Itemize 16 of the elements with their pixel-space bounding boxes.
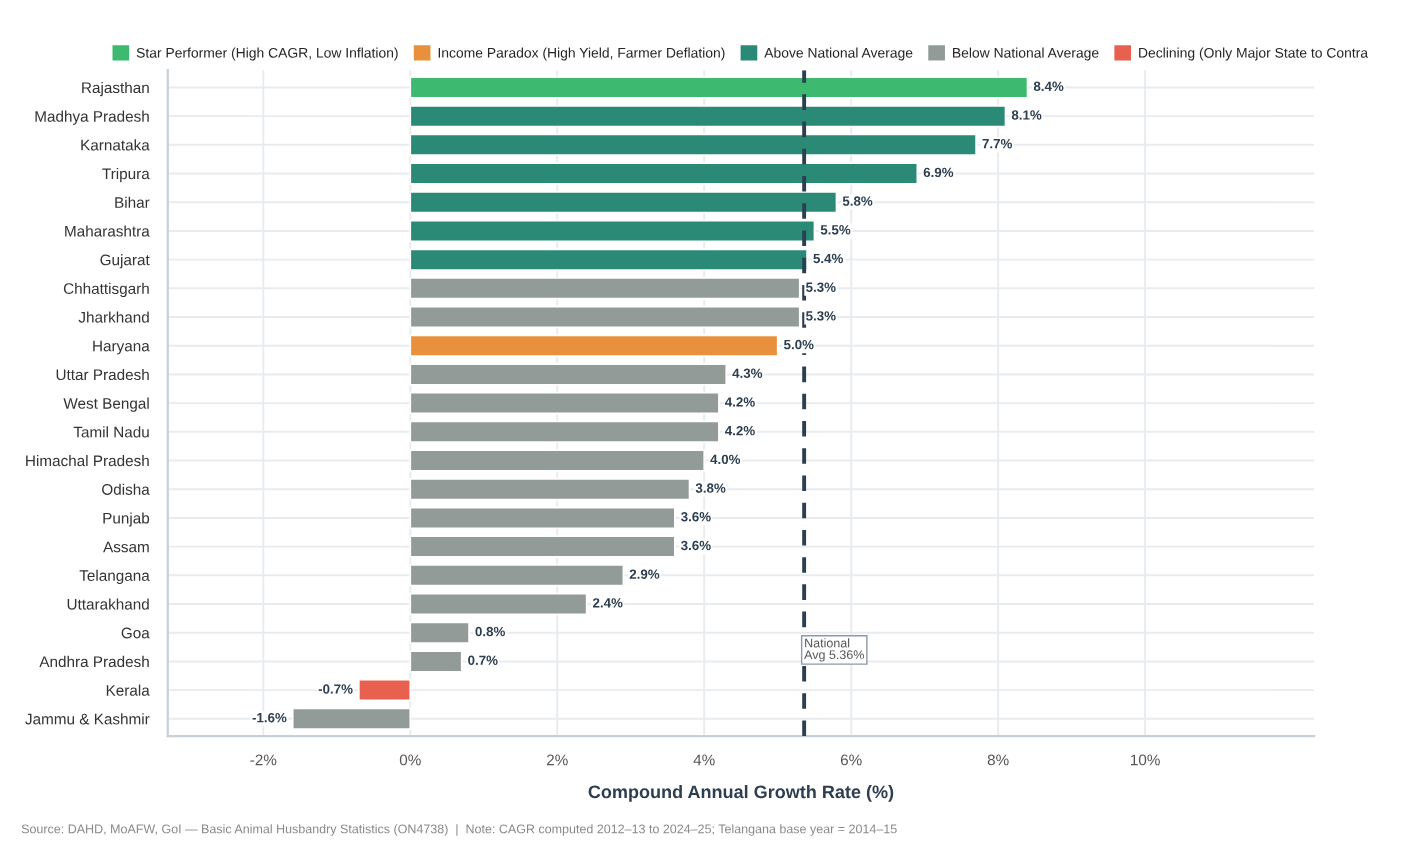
bar [409,564,625,587]
bar [409,621,470,644]
x-axis-title: Compound Annual Growth Rate (%) [588,784,894,802]
bar [409,449,706,472]
bar [409,592,588,616]
bar [409,104,1007,128]
bar [291,707,412,730]
bar [409,162,919,185]
bar [409,478,691,501]
bar [409,248,808,271]
bar [409,76,1029,99]
bar [409,219,816,243]
bar [409,191,838,214]
bar [358,678,412,702]
bar [409,133,977,157]
bar [409,363,728,386]
